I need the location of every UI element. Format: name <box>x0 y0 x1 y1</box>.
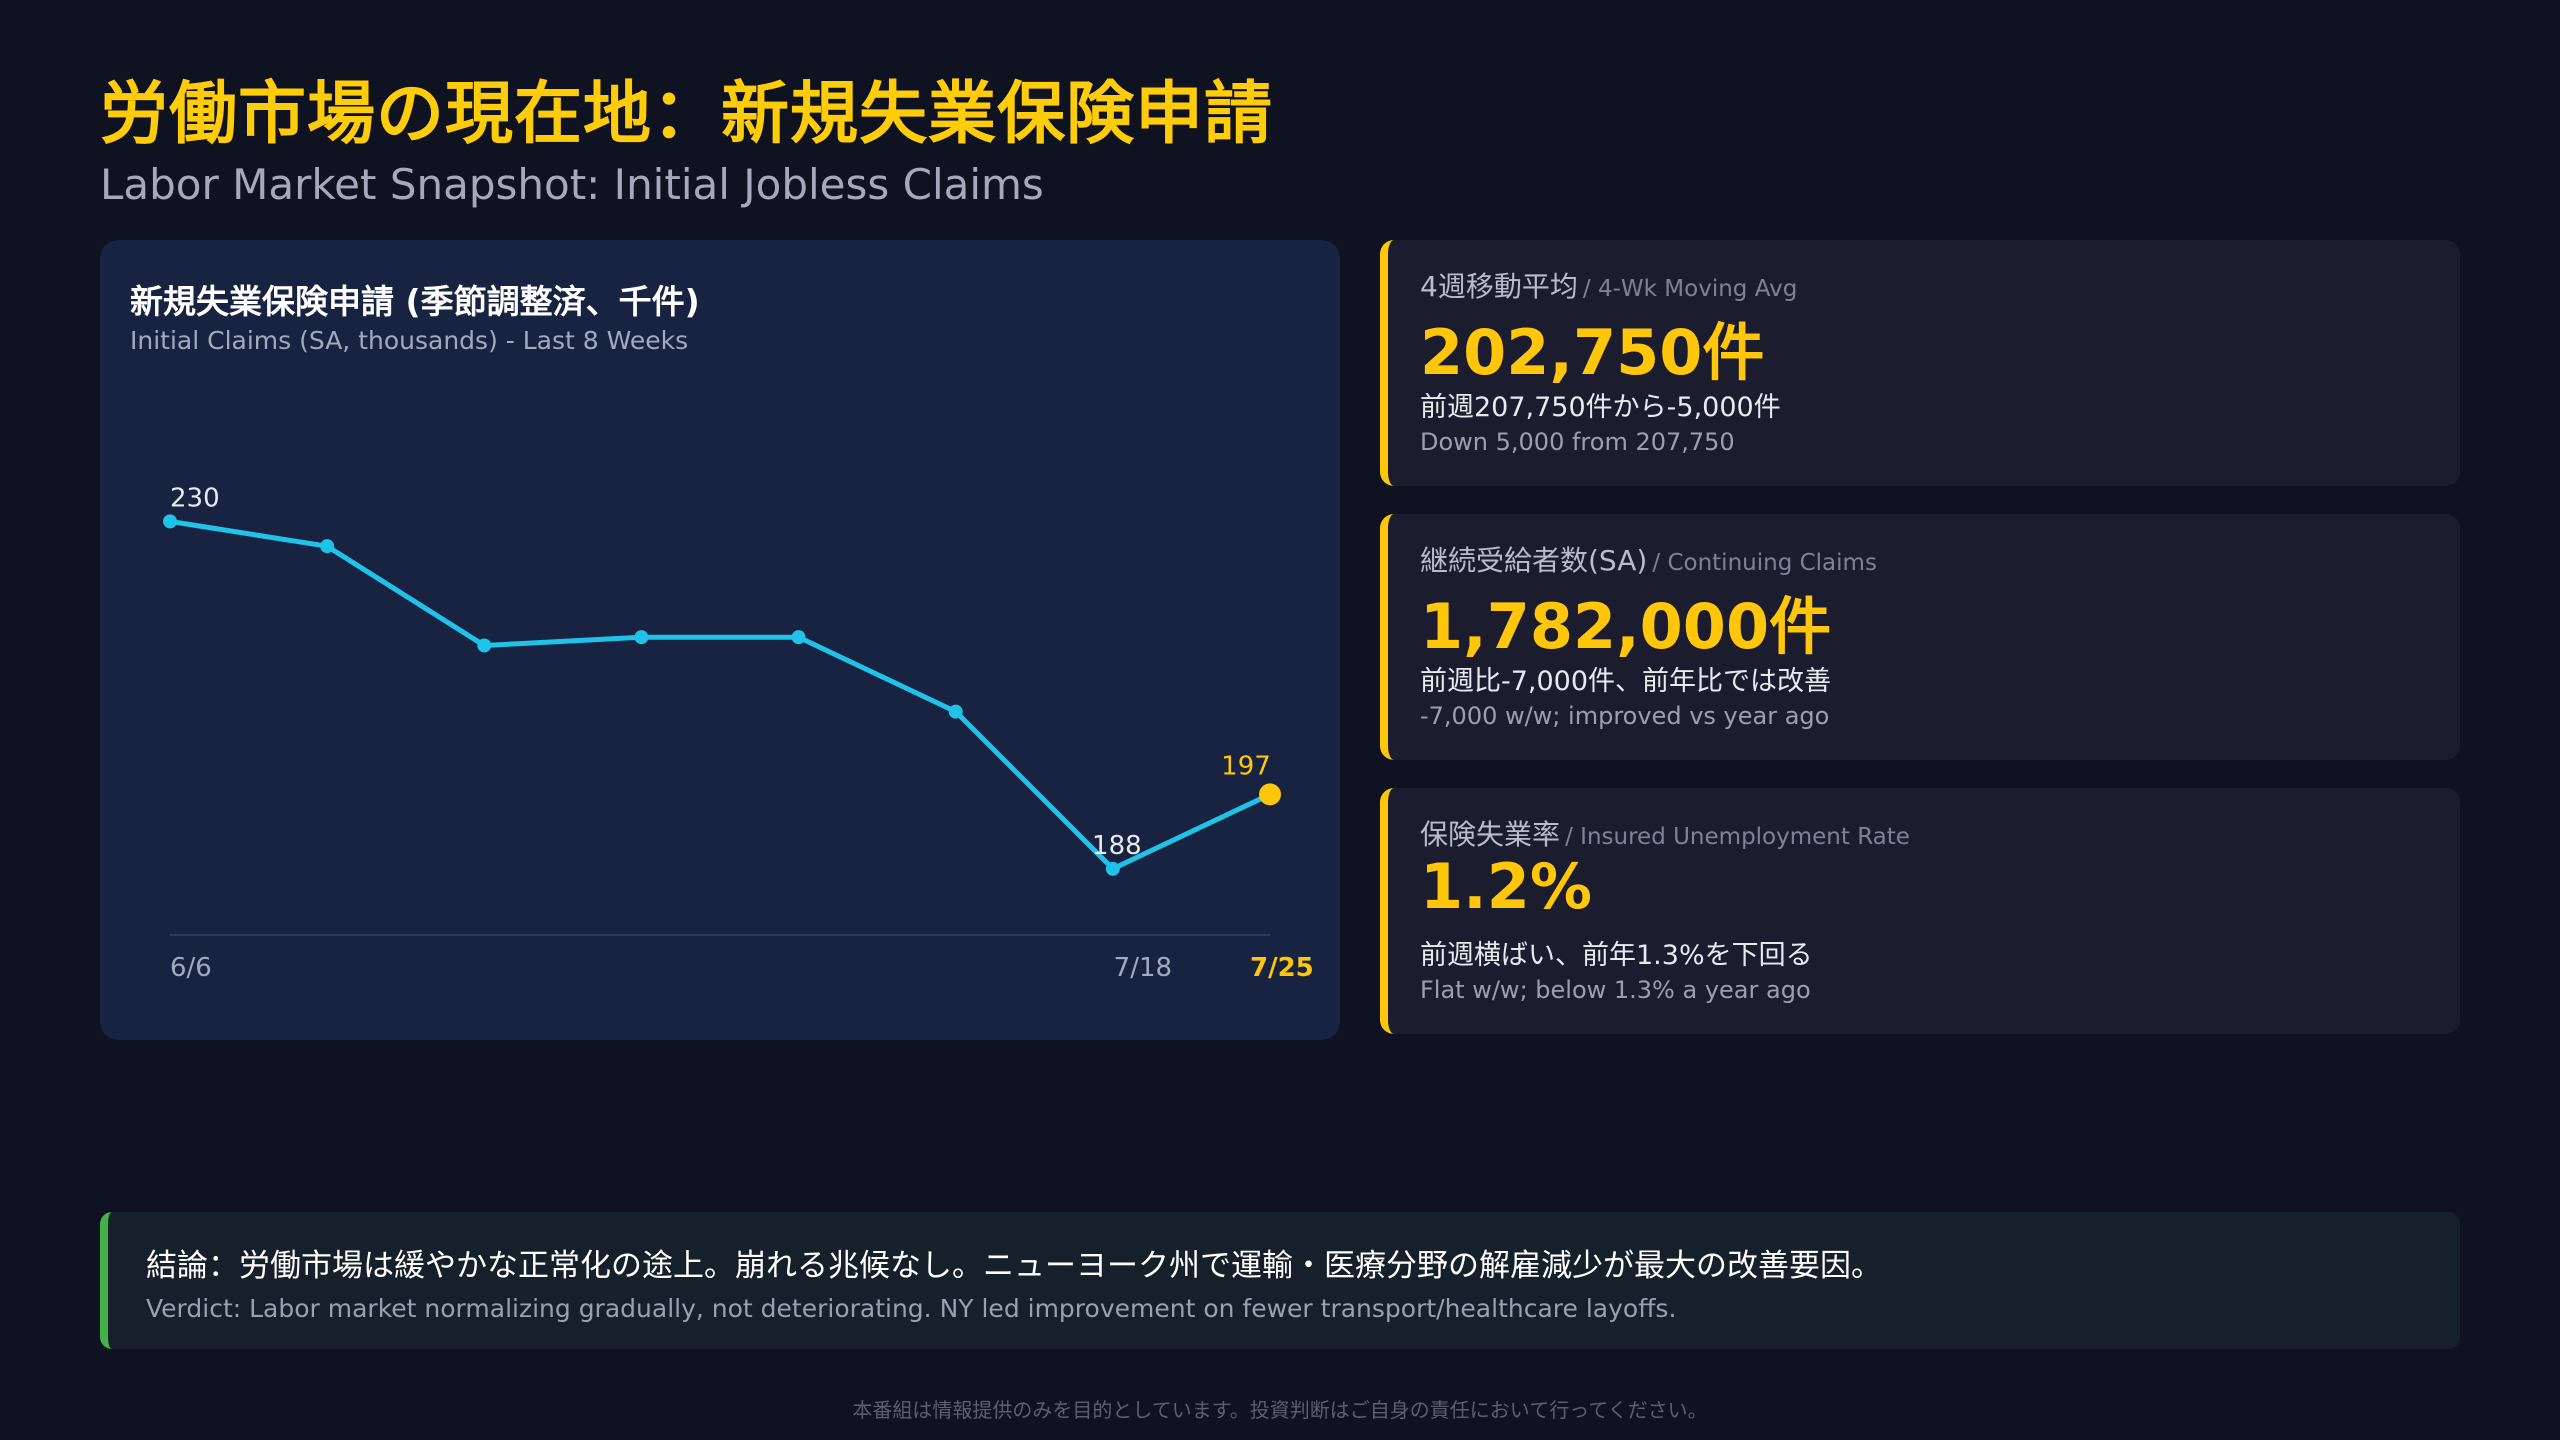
data-point <box>163 514 177 529</box>
data-point <box>320 539 335 554</box>
kpi-note-ja: 前週横ばい、前年1.3%を下回る <box>1420 940 1813 971</box>
verdict-box: 結論：労働市場は緩やかな正常化の途上。崩れる兆候なし。ニューヨーク州で運輸・医療… <box>100 1212 2460 1349</box>
kpi-card-continuing-claims: 継続受給者数(SA) / Continuing Claims 1,782,000… <box>1380 514 2460 760</box>
kpi-label-en: / Continuing Claims <box>1652 550 1877 576</box>
data-label: 230 <box>170 483 220 513</box>
disclaimer: 本番組は情報提供のみを目的としています。投資判断はご自身の責任において行ってくだ… <box>852 1398 1708 1422</box>
kpi-note-en: Flat w/w; below 1.3% a year ago <box>1420 976 1811 1004</box>
kpi-label-ja: 継続受給者数(SA) <box>1420 544 1648 577</box>
data-point <box>791 630 806 645</box>
chart-card: 新規失業保険申請 (季節調整済、千件) Initial Claims (SA, … <box>100 240 1340 1040</box>
x-tick-label: 7/25 <box>1250 953 1314 983</box>
data-point <box>634 630 649 645</box>
data-point <box>1105 861 1120 876</box>
kpi-label-ja: 4週移動平均 <box>1420 270 1578 303</box>
kpi-value: 1.2% <box>1420 850 1592 923</box>
verdict-text-en: Verdict: Labor market normalizing gradua… <box>146 1294 1677 1323</box>
kpi-label-en: / 4-Wk Moving Avg <box>1582 276 1798 302</box>
kpi-note-ja: 前週比-7,000件、前年比では改善 <box>1420 666 1832 697</box>
kpi-card-insured-unemployment-rate: 保険失業率 / Insured Unemployment Rate 1.2% 前… <box>1380 788 2460 1034</box>
kpi-value: 202,750件 <box>1420 316 1765 389</box>
page-title: 労働市場の現在地：新規失業保険申請 <box>100 75 1274 154</box>
kpi-label: 4週移動平均 / 4-Wk Moving Avg <box>1420 265 1797 305</box>
kpi-note-ja: 前週207,750件から-5,000件 <box>1420 392 1781 423</box>
kpi-note-en: -7,000 w/w; improved vs year ago <box>1420 702 1830 730</box>
x-tick-label: 6/6 <box>170 953 212 983</box>
data-point <box>477 638 492 653</box>
series-line <box>167 518 1273 872</box>
kpi-label-ja: 保険失業率 <box>1420 818 1561 851</box>
kpi-label-en: / Insured Unemployment Rate <box>1565 824 1910 850</box>
chart-title: 新規失業保険申請 (季節調整済、千件) <box>130 282 700 321</box>
verdict-text-ja: 結論：労働市場は緩やかな正常化の途上。崩れる兆候なし。ニューヨーク州で運輸・医療… <box>146 1248 1882 1284</box>
kpi-note-en: Down 5,000 from 207,750 <box>1420 428 1735 456</box>
chart-subtitle: Initial Claims (SA, thousands) - Last 8 … <box>130 326 689 355</box>
kpi-card-moving-average: 4週移動平均 / 4-Wk Moving Avg 202,750件 前週207,… <box>1380 240 2460 486</box>
kpi-value: 1,782,000件 <box>1420 590 1832 663</box>
x-tick-label: 7/18 <box>1114 953 1172 983</box>
data-point <box>948 704 963 719</box>
kpi-label: 継続受給者数(SA) / Continuing Claims <box>1420 539 1877 579</box>
data-label: 188 <box>1092 831 1142 861</box>
claims-line-chart: 230 188 197 6/6 7/18 7/25 <box>163 483 1314 983</box>
latest-data-point <box>1259 783 1281 806</box>
page-subtitle: Labor Market Snapshot: Initial Jobless C… <box>100 160 1044 209</box>
kpi-label: 保険失業率 / Insured Unemployment Rate <box>1420 813 1910 853</box>
data-label: 197 <box>1221 751 1271 781</box>
